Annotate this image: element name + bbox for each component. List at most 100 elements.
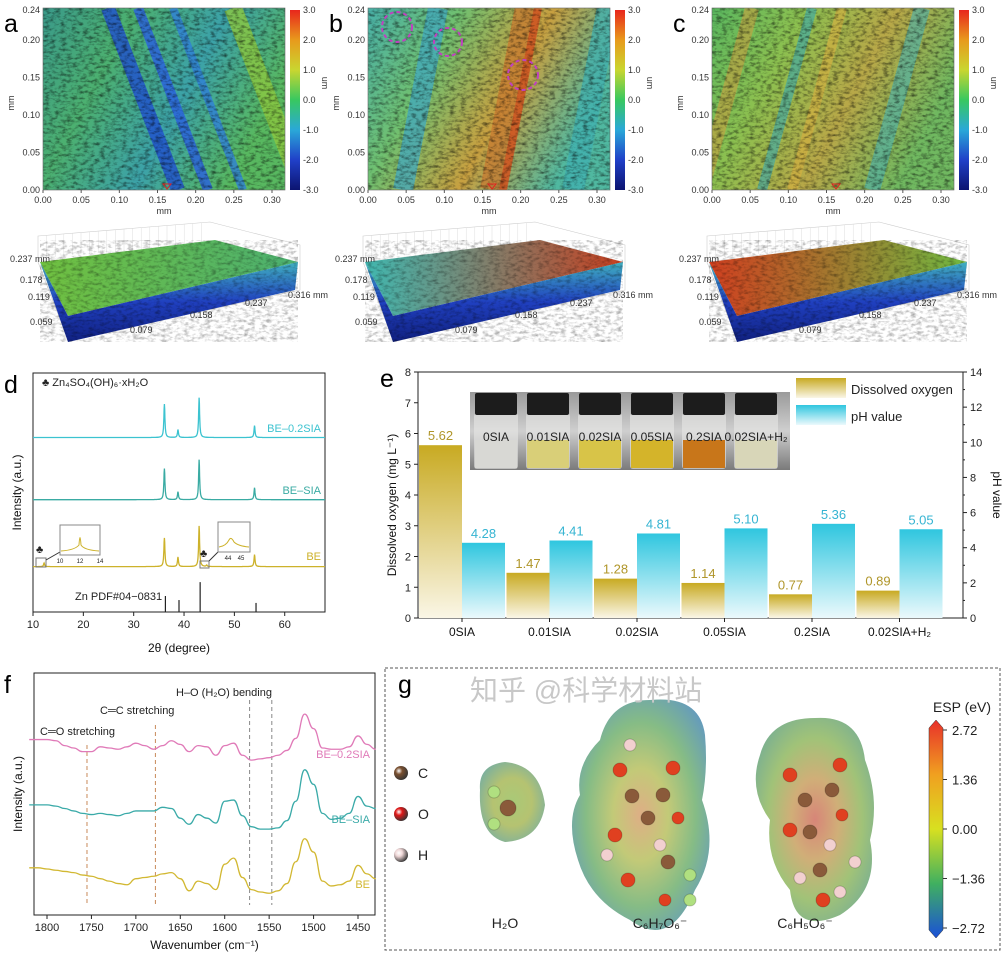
atom-ball (848, 855, 862, 869)
atom-ball (823, 838, 837, 852)
x-tick-label: 20 (77, 619, 89, 631)
atom-ball (835, 808, 849, 822)
atom-ball (833, 885, 847, 899)
atom-ball (782, 767, 798, 783)
width-tick-label: 0.079 (799, 325, 822, 335)
atom-ball (624, 788, 640, 804)
y-tick-label: 4 (405, 490, 411, 502)
atom-ball (812, 862, 828, 878)
molecule-label: H₂O (492, 915, 519, 931)
vial-liquid (475, 440, 517, 468)
depth-tick-label: 0.237 mm (10, 254, 50, 264)
zoom-arrow (45, 551, 61, 561)
bar-value-label: 4.41 (558, 524, 583, 539)
colorbar-tick-label: -1.0 (303, 125, 319, 135)
colorbar-tick-label: 0.0 (303, 95, 316, 105)
inset-2-trace (218, 537, 250, 548)
depth-tick-label: 0.237 mm (335, 254, 375, 264)
x-axis-label: mm (482, 206, 497, 216)
ftir-trace (29, 713, 376, 761)
y-axis-label: Intensity (a.u.) (11, 756, 25, 832)
x-tick-label: 0.10 (111, 195, 129, 205)
atom-ball (612, 762, 628, 778)
xrd-trace (33, 525, 325, 568)
bar-value-label: 5.36 (821, 507, 846, 522)
colorbar-tick-label: 3.0 (972, 5, 985, 15)
x-axis-label: mm (826, 206, 841, 216)
atom-ball (600, 848, 614, 862)
dissolved-oxygen-bar (506, 572, 550, 618)
panel-label-f: f (4, 671, 11, 699)
legend-swatch-dissolved-oxygen (796, 378, 846, 398)
y-axis-label: mm (675, 96, 685, 111)
colorbar-tick-label: -3.0 (972, 185, 988, 195)
depth-tick-label: 0.119 (697, 292, 719, 302)
width-tick-label: 0.158 (515, 310, 538, 320)
ph-bar (812, 523, 855, 618)
vial-label: 0.02SIA (579, 430, 622, 444)
highlight-circle (381, 11, 413, 43)
ph-bar (462, 542, 505, 618)
annotation-ho: H–O (H₂O) bending (176, 687, 272, 699)
atom-ball (683, 868, 697, 882)
c6h7o6-esp-surface (571, 699, 710, 930)
atom-ball (782, 822, 798, 838)
y-tick-label: 0.05 (347, 148, 365, 158)
zoom-box (35, 557, 47, 568)
y-tick-label: 0.20 (22, 35, 40, 45)
colorbar-tick-label: -1.0 (972, 125, 988, 135)
y-tick-label: 0.10 (347, 110, 365, 120)
atom-ball (660, 854, 676, 870)
x-tick-label: 1700 (124, 922, 148, 934)
x-tick-label: 0.30 (588, 195, 606, 205)
vial-cap (735, 393, 777, 415)
colorbar-tick-label: -2.0 (628, 155, 644, 165)
vial-label: 0.01SIA (527, 430, 570, 444)
colorbar (290, 10, 300, 190)
x-tick-label: 10 (27, 619, 39, 631)
marker-triangle-icon (161, 183, 173, 190)
map-frame (711, 7, 955, 191)
colorbar-unit-label: um (989, 77, 999, 90)
y2-tick-label: 10 (970, 437, 982, 449)
width-tick-label: 0.316 mm (613, 290, 653, 300)
x-tick-label: 0.25 (225, 195, 243, 205)
depth-tick-label: 0.119 (353, 292, 375, 302)
atom-legend-c-icon (394, 766, 408, 780)
x-axis-label: mm (157, 206, 172, 216)
atom-ball (658, 893, 672, 907)
series-label: BE–SIA (282, 485, 321, 497)
colorbar-tick-label: 3.0 (628, 5, 641, 15)
atom-legend-h-icon (394, 848, 408, 862)
y-tick-label: 0.15 (22, 73, 40, 83)
panel-label-d: d (4, 371, 18, 399)
ph-bar (724, 528, 768, 618)
bar-value-label: 0.89 (865, 574, 890, 589)
surface-3d-c: 0.237 mm 0.178 0.119 0.059 0.079 0.158 0.237 0.… (679, 221, 997, 342)
atom-ball (671, 811, 685, 825)
panel-label-b: b (329, 10, 343, 38)
esp-colorbar (928, 719, 944, 939)
vial-label: 0.02SIA+H₂ (724, 430, 787, 444)
x-tick-label: 0SIA (449, 625, 475, 639)
x-tick-label: 0.00 (703, 195, 721, 205)
depth-tick-label: 0.178 (345, 275, 368, 285)
x-tick-label: 0.02SIA (616, 625, 659, 639)
surface-3d-b: 0.237 mm 0.178 0.119 0.059 0.079 0.158 0.237 0.… (335, 221, 653, 342)
colorbar-tick-label: 0.0 (628, 95, 641, 105)
x-tick-label: 1800 (35, 922, 59, 934)
bounding-box (706, 221, 970, 341)
width-tick-label: 0.158 (859, 310, 882, 320)
plot-frame (33, 672, 376, 916)
esp-colorbar-tick-label: −1.36 (952, 872, 985, 887)
ph-bar (549, 540, 593, 618)
x-tick-label: 0.15 (149, 195, 167, 205)
x-tick-label: 1750 (79, 922, 103, 934)
atom-legend-label: H (418, 847, 428, 863)
y-tick-label: 0 (405, 613, 411, 625)
c6h5o6-esp-surface (755, 717, 874, 922)
depth-tick-label: 0.059 (355, 317, 378, 327)
atom-ball (683, 893, 697, 907)
bar-value-label: 0.77 (778, 577, 803, 592)
atom-ball (607, 827, 623, 843)
